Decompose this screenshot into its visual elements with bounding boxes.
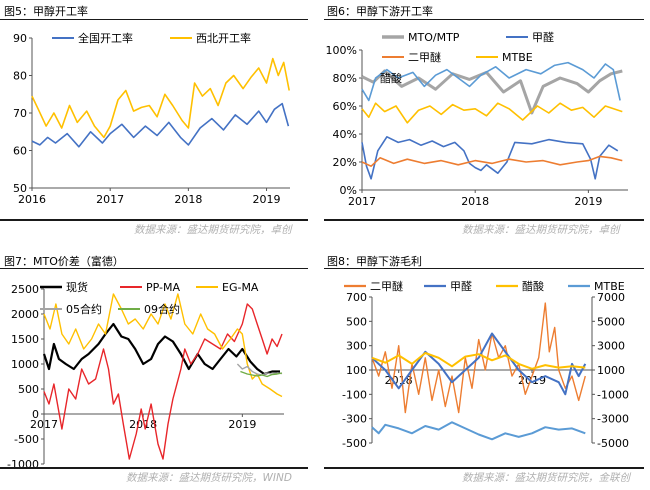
chart-mto-spread: -1000 -500 0 500 1000 1500 2000 2500 2017 2018 201… — [7, 280, 284, 471]
series-line-2 — [361, 136, 619, 180]
chart-downstream-rate: 0% 20% 40% 60% 80% 100% 2017 2018 2019 MTO/MTP 甲醛二… — [326, 30, 628, 208]
legend-label: 二甲醚 — [370, 279, 403, 293]
y-tick-label: -100 — [342, 388, 367, 401]
y-tick-label: 2000 — [11, 308, 39, 321]
title-rule — [0, 19, 308, 20]
y-tick-label: 80 — [13, 70, 27, 83]
source-note: 数据来源：盛达期货研究院，WIND — [126, 472, 292, 484]
bottom-rule — [0, 467, 308, 469]
y-tick-label: -1000 — [7, 458, 39, 471]
source-note: 数据来源：盛达期货研究院，卓创 — [134, 224, 292, 236]
chart-downstream-margin: -500 -300 -100 100 300 500 700 -5000 -3000 -1000 1… — [342, 279, 629, 450]
y-tick-label: 100 — [346, 364, 367, 377]
series-line-2 — [43, 303, 283, 460]
y2-tick-label: 7000 — [597, 291, 625, 304]
y-tick-label: 500 — [18, 383, 39, 396]
title-rule — [0, 268, 308, 269]
legend-label: MTO/MTP — [408, 31, 460, 44]
panel-title-p6: 图6：甲醇下游开工率 — [327, 5, 433, 18]
y-tick-label: 300 — [346, 340, 367, 353]
legend-label: 09合约 — [144, 302, 180, 316]
y-tick-label: 60% — [333, 100, 357, 113]
bottom-rule — [0, 219, 308, 221]
y-tick-label: 40% — [333, 128, 357, 141]
legend-label: 甲醛 — [450, 279, 472, 293]
series-line-5 — [240, 370, 283, 378]
chart-operating-rate: 50 60 70 80 90 2016 2017 2018 2019 全国开工率 西北开工率 — [13, 31, 290, 206]
legend-label: 二甲醚 — [408, 50, 441, 64]
x-tick-label: 2017 — [348, 195, 376, 208]
y-tick-label: 100% — [326, 44, 357, 57]
y-tick-label: 1000 — [11, 358, 39, 371]
legend-label: 05合约 — [66, 302, 102, 316]
series-line-1 — [361, 69, 623, 115]
y-tick-label: -500 — [342, 437, 367, 450]
legend-label: 现货 — [66, 280, 88, 294]
x-tick-label: 2017 — [96, 193, 124, 206]
legend-label: 西北开工率 — [196, 31, 251, 45]
y-tick-label: 700 — [346, 291, 367, 304]
series-line-5 — [361, 61, 621, 102]
y-tick-label: 2500 — [11, 283, 39, 296]
y-tick-label: 0 — [32, 408, 39, 421]
panel-title-p8: 图8：甲醇下游毛利 — [327, 255, 422, 268]
y2-tick-label: -3000 — [597, 413, 629, 426]
x-tick-label: 2017 — [30, 418, 58, 431]
title-rule — [324, 19, 644, 20]
y-tick-label: 80% — [333, 72, 357, 85]
y-tick-label: 60 — [13, 145, 27, 158]
y2-tick-label: -1000 — [597, 388, 629, 401]
y-tick-label: 70 — [13, 107, 27, 120]
bottom-rule — [324, 219, 644, 221]
source-note: 数据来源：盛达期货研究院，卓创 — [462, 224, 620, 236]
series-line-4 — [361, 102, 623, 124]
x-tick-label: 2019 — [253, 193, 281, 206]
y-tick-label: 90 — [13, 32, 27, 45]
y2-tick-label: -5000 — [597, 437, 629, 450]
x-tick-label: 2018 — [174, 193, 202, 206]
series-line-4 — [371, 421, 586, 441]
x-tick-label: 2016 — [18, 193, 46, 206]
panel-title-p5: 图5：甲醇开工率 — [4, 5, 88, 18]
series-line-1 — [42, 322, 280, 376]
x-tick-label: 2019 — [574, 195, 602, 208]
y-tick-label: -300 — [342, 413, 367, 426]
legend-label: MTBE — [502, 51, 533, 64]
y2-tick-label: 5000 — [597, 315, 625, 328]
y2-tick-label: 1000 — [597, 364, 625, 377]
y-tick-label: 20% — [333, 156, 357, 169]
title-rule — [324, 268, 644, 269]
panel-title-p7: 图7：MTO价差（富德） — [4, 255, 124, 268]
series-line-2 — [31, 57, 290, 139]
legend-label: 甲醛 — [532, 30, 554, 44]
y2-tick-label: 3000 — [597, 340, 625, 353]
legend-label: PP-MA — [146, 281, 180, 294]
y-tick-label: -500 — [14, 433, 39, 446]
y-tick-label: 1500 — [11, 333, 39, 346]
y-tick-label: 50 — [13, 182, 27, 195]
x-tick-label: 2018 — [129, 418, 157, 431]
series-line-1 — [31, 102, 290, 148]
x-tick-label: 2019 — [228, 418, 256, 431]
x-tick-label: 2019 — [518, 374, 546, 387]
legend-label: MTBE — [594, 280, 625, 293]
series-line-3 — [371, 352, 586, 370]
y-tick-label: 500 — [346, 315, 367, 328]
bottom-rule — [324, 467, 644, 469]
series-line-4 — [236, 363, 283, 376]
series-line-3 — [361, 155, 623, 167]
legend-label: 醋酸 — [380, 71, 402, 85]
legend-label: EG-MA — [222, 281, 259, 294]
legend-label: 全国开工率 — [78, 31, 133, 45]
x-tick-label: 2018 — [461, 195, 489, 208]
y-tick-label: 0% — [340, 184, 357, 197]
series-line-2 — [371, 332, 587, 396]
legend-label: 醋酸 — [522, 279, 544, 293]
source-note: 数据来源：盛达期货研究院，金联创 — [462, 472, 630, 484]
